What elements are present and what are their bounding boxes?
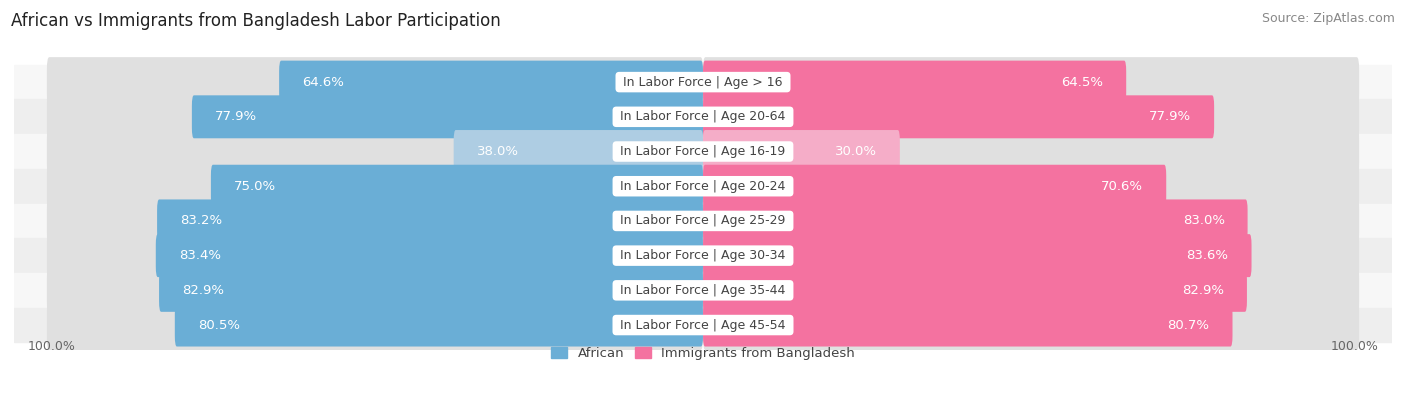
- Text: 77.9%: 77.9%: [215, 110, 257, 123]
- FancyBboxPatch shape: [46, 196, 703, 246]
- FancyBboxPatch shape: [46, 265, 703, 315]
- Text: 77.9%: 77.9%: [1149, 110, 1191, 123]
- Text: In Labor Force | Age 20-24: In Labor Force | Age 20-24: [616, 180, 790, 193]
- FancyBboxPatch shape: [703, 269, 1247, 312]
- Bar: [14, 273, 1392, 308]
- FancyBboxPatch shape: [703, 95, 1215, 138]
- FancyBboxPatch shape: [703, 300, 1360, 350]
- FancyBboxPatch shape: [46, 126, 703, 177]
- Text: Source: ZipAtlas.com: Source: ZipAtlas.com: [1261, 12, 1395, 25]
- Text: 80.5%: 80.5%: [198, 318, 240, 331]
- FancyBboxPatch shape: [191, 95, 703, 138]
- FancyBboxPatch shape: [703, 165, 1166, 208]
- Bar: [14, 134, 1392, 169]
- Bar: [14, 203, 1392, 238]
- Bar: [14, 65, 1392, 100]
- FancyBboxPatch shape: [703, 60, 1126, 103]
- FancyBboxPatch shape: [703, 92, 1360, 142]
- Text: In Labor Force | Age 16-19: In Labor Force | Age 16-19: [616, 145, 790, 158]
- FancyBboxPatch shape: [703, 161, 1360, 211]
- Text: 83.6%: 83.6%: [1187, 249, 1229, 262]
- Bar: [14, 169, 1392, 203]
- FancyBboxPatch shape: [703, 126, 1360, 177]
- FancyBboxPatch shape: [174, 304, 703, 346]
- FancyBboxPatch shape: [46, 57, 703, 107]
- FancyBboxPatch shape: [46, 161, 703, 211]
- Text: In Labor Force | Age 35-44: In Labor Force | Age 35-44: [616, 284, 790, 297]
- FancyBboxPatch shape: [703, 234, 1251, 277]
- Text: 64.5%: 64.5%: [1062, 75, 1104, 88]
- Text: In Labor Force | Age 20-64: In Labor Force | Age 20-64: [616, 110, 790, 123]
- Bar: [14, 100, 1392, 134]
- Text: 80.7%: 80.7%: [1167, 318, 1209, 331]
- FancyBboxPatch shape: [156, 234, 703, 277]
- FancyBboxPatch shape: [703, 57, 1360, 107]
- FancyBboxPatch shape: [703, 199, 1247, 243]
- Text: 100.0%: 100.0%: [1331, 340, 1379, 353]
- Text: 70.6%: 70.6%: [1101, 180, 1143, 193]
- Text: 83.0%: 83.0%: [1182, 214, 1225, 228]
- Text: 38.0%: 38.0%: [477, 145, 519, 158]
- Text: In Labor Force | Age 30-34: In Labor Force | Age 30-34: [616, 249, 790, 262]
- Text: In Labor Force | Age > 16: In Labor Force | Age > 16: [619, 75, 787, 88]
- Text: 75.0%: 75.0%: [233, 180, 276, 193]
- Text: 64.6%: 64.6%: [302, 75, 344, 88]
- Text: 83.4%: 83.4%: [179, 249, 221, 262]
- FancyBboxPatch shape: [46, 231, 703, 280]
- FancyBboxPatch shape: [280, 60, 703, 103]
- FancyBboxPatch shape: [157, 199, 703, 243]
- FancyBboxPatch shape: [46, 92, 703, 142]
- Text: African vs Immigrants from Bangladesh Labor Participation: African vs Immigrants from Bangladesh La…: [11, 12, 501, 30]
- Text: In Labor Force | Age 45-54: In Labor Force | Age 45-54: [616, 318, 790, 331]
- FancyBboxPatch shape: [703, 196, 1360, 246]
- Bar: [14, 308, 1392, 342]
- FancyBboxPatch shape: [703, 304, 1233, 346]
- FancyBboxPatch shape: [159, 269, 703, 312]
- FancyBboxPatch shape: [703, 231, 1360, 280]
- FancyBboxPatch shape: [46, 300, 703, 350]
- FancyBboxPatch shape: [211, 165, 703, 208]
- Text: 83.2%: 83.2%: [180, 214, 222, 228]
- FancyBboxPatch shape: [703, 130, 900, 173]
- Legend: African, Immigrants from Bangladesh: African, Immigrants from Bangladesh: [546, 341, 860, 365]
- Bar: [14, 238, 1392, 273]
- Text: In Labor Force | Age 25-29: In Labor Force | Age 25-29: [616, 214, 790, 228]
- FancyBboxPatch shape: [703, 265, 1360, 315]
- Text: 30.0%: 30.0%: [835, 145, 877, 158]
- Text: 82.9%: 82.9%: [1182, 284, 1225, 297]
- Text: 100.0%: 100.0%: [27, 340, 75, 353]
- Text: 82.9%: 82.9%: [181, 284, 224, 297]
- FancyBboxPatch shape: [454, 130, 703, 173]
